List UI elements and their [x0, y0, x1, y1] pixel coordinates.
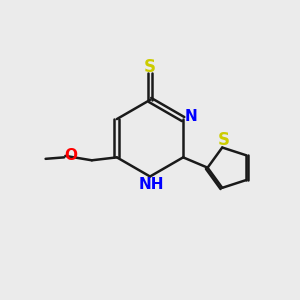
Text: N: N — [184, 109, 197, 124]
Text: S: S — [144, 58, 156, 76]
Text: O: O — [64, 148, 77, 164]
Text: S: S — [218, 131, 230, 149]
Text: NH: NH — [139, 177, 164, 192]
